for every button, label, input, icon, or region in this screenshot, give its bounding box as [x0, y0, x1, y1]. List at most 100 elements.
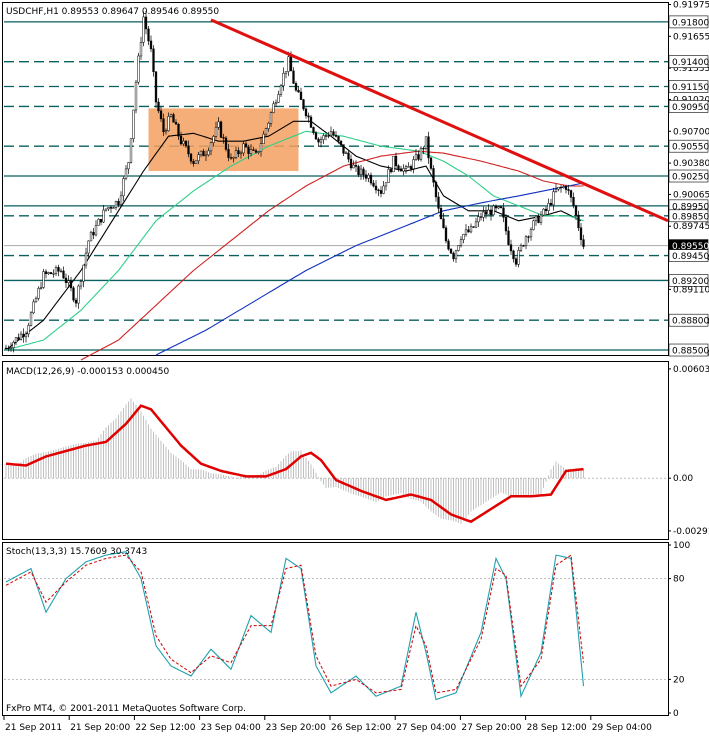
candle-body — [59, 270, 63, 273]
candle-body — [37, 288, 40, 299]
candle-body — [202, 150, 205, 157]
candle-body — [504, 217, 508, 232]
candle-body — [464, 229, 468, 235]
candle-body — [132, 109, 135, 139]
candle-body — [514, 258, 518, 265]
candle-body — [402, 168, 405, 172]
price-panel-frame — [2, 2, 669, 356]
candle-body — [494, 205, 498, 209]
candle-body — [479, 216, 483, 218]
candle-body — [204, 154, 208, 157]
candle-body — [32, 301, 35, 314]
y-tick-label: 0.90700 — [673, 127, 709, 137]
candle-body — [109, 207, 113, 209]
candle-body — [294, 83, 298, 91]
candle-body — [419, 147, 423, 160]
candle-body — [442, 218, 445, 229]
candle-body — [114, 200, 118, 208]
candle-body — [329, 131, 333, 136]
level-labels: 0.91800 0.91400 0.91150 0.90950 0.90550 0.902… — [668, 15, 709, 357]
candle-body — [4, 347, 8, 350]
level-label: 0.91400 — [672, 58, 709, 68]
candle-body — [184, 140, 188, 147]
level-label: 0.91150 — [672, 83, 709, 93]
candle-body — [547, 202, 550, 211]
candle-body — [267, 122, 270, 129]
candle-body — [577, 214, 580, 229]
level-label: 0.90250 — [672, 173, 709, 183]
candle-body — [352, 164, 355, 169]
candle-body — [159, 110, 163, 120]
candle-body — [274, 102, 278, 105]
x-tick-label: 27 Sep 04:00 — [396, 723, 456, 733]
candle-body — [362, 168, 365, 176]
candle-body — [517, 250, 520, 265]
candle-body — [262, 133, 265, 144]
candle-body — [272, 103, 275, 113]
x-tick-label: 23 Sep 20:00 — [266, 723, 326, 733]
candle-body — [69, 280, 73, 289]
candle-body — [389, 169, 393, 173]
candle-body — [437, 196, 440, 209]
candle-body — [327, 135, 330, 137]
candle-body — [137, 55, 140, 83]
candle-body — [424, 136, 428, 149]
candle-body — [7, 347, 10, 350]
candle-body — [432, 168, 435, 183]
candle-body — [27, 325, 30, 335]
candle-body — [287, 56, 290, 72]
candle-body — [177, 123, 180, 137]
candle-body — [379, 190, 383, 194]
candle-body — [64, 277, 68, 283]
candle-body — [174, 122, 178, 125]
candle-body — [392, 155, 395, 173]
candle-body — [197, 154, 200, 162]
candle-body — [394, 155, 398, 167]
candle-body — [409, 166, 413, 170]
level-label: 0.89550 — [672, 242, 709, 252]
candle-body — [507, 230, 510, 245]
macd-y-tick-label: 0.00 — [673, 474, 693, 484]
candle-body — [57, 267, 60, 272]
candle-body — [227, 149, 230, 158]
candle-body — [322, 135, 325, 140]
candle-body — [29, 312, 33, 326]
candle-body — [22, 333, 25, 338]
candle-body — [467, 229, 470, 233]
x-tick-label: 27 Sep 20:00 — [461, 723, 521, 733]
candle-body — [104, 208, 108, 211]
candle-body — [149, 40, 153, 50]
x-tick-label: 22 Sep 12:00 — [135, 723, 195, 733]
candle-body — [567, 189, 570, 191]
candle-body — [247, 146, 250, 154]
level-label-box — [668, 15, 709, 29]
candle-body — [304, 108, 308, 117]
stoch-main-line — [5, 551, 585, 701]
candle-body — [94, 225, 98, 236]
candle-body — [502, 207, 505, 218]
candle-body — [512, 250, 515, 260]
level-label-box — [668, 80, 709, 93]
candle-body — [497, 206, 500, 209]
candle-body — [417, 154, 420, 160]
candle-body — [412, 159, 415, 170]
candle-body — [539, 214, 543, 223]
candle-body — [529, 229, 533, 238]
candle-body — [19, 333, 23, 340]
level-label-box — [668, 274, 709, 287]
y-tick-label: 0.91975 — [673, 0, 709, 10]
level-label: 0.88800 — [672, 317, 709, 327]
candle-body — [239, 152, 243, 155]
copyright-footer: FxPro MT4, © 2001-2011 MetaQuotes Softwa… — [6, 704, 246, 714]
candle-body — [212, 136, 215, 144]
candle-body — [257, 151, 260, 153]
candle-body — [449, 248, 453, 254]
candle-body — [117, 200, 120, 206]
candle-body — [244, 143, 248, 148]
candle-body — [469, 226, 473, 233]
candle-body — [192, 161, 195, 164]
candle-body — [357, 166, 360, 175]
candle-body — [44, 271, 48, 274]
macd-header: MACD(12,26,9) -0.000153 0.000450 — [6, 367, 169, 377]
candle-body — [74, 299, 78, 304]
